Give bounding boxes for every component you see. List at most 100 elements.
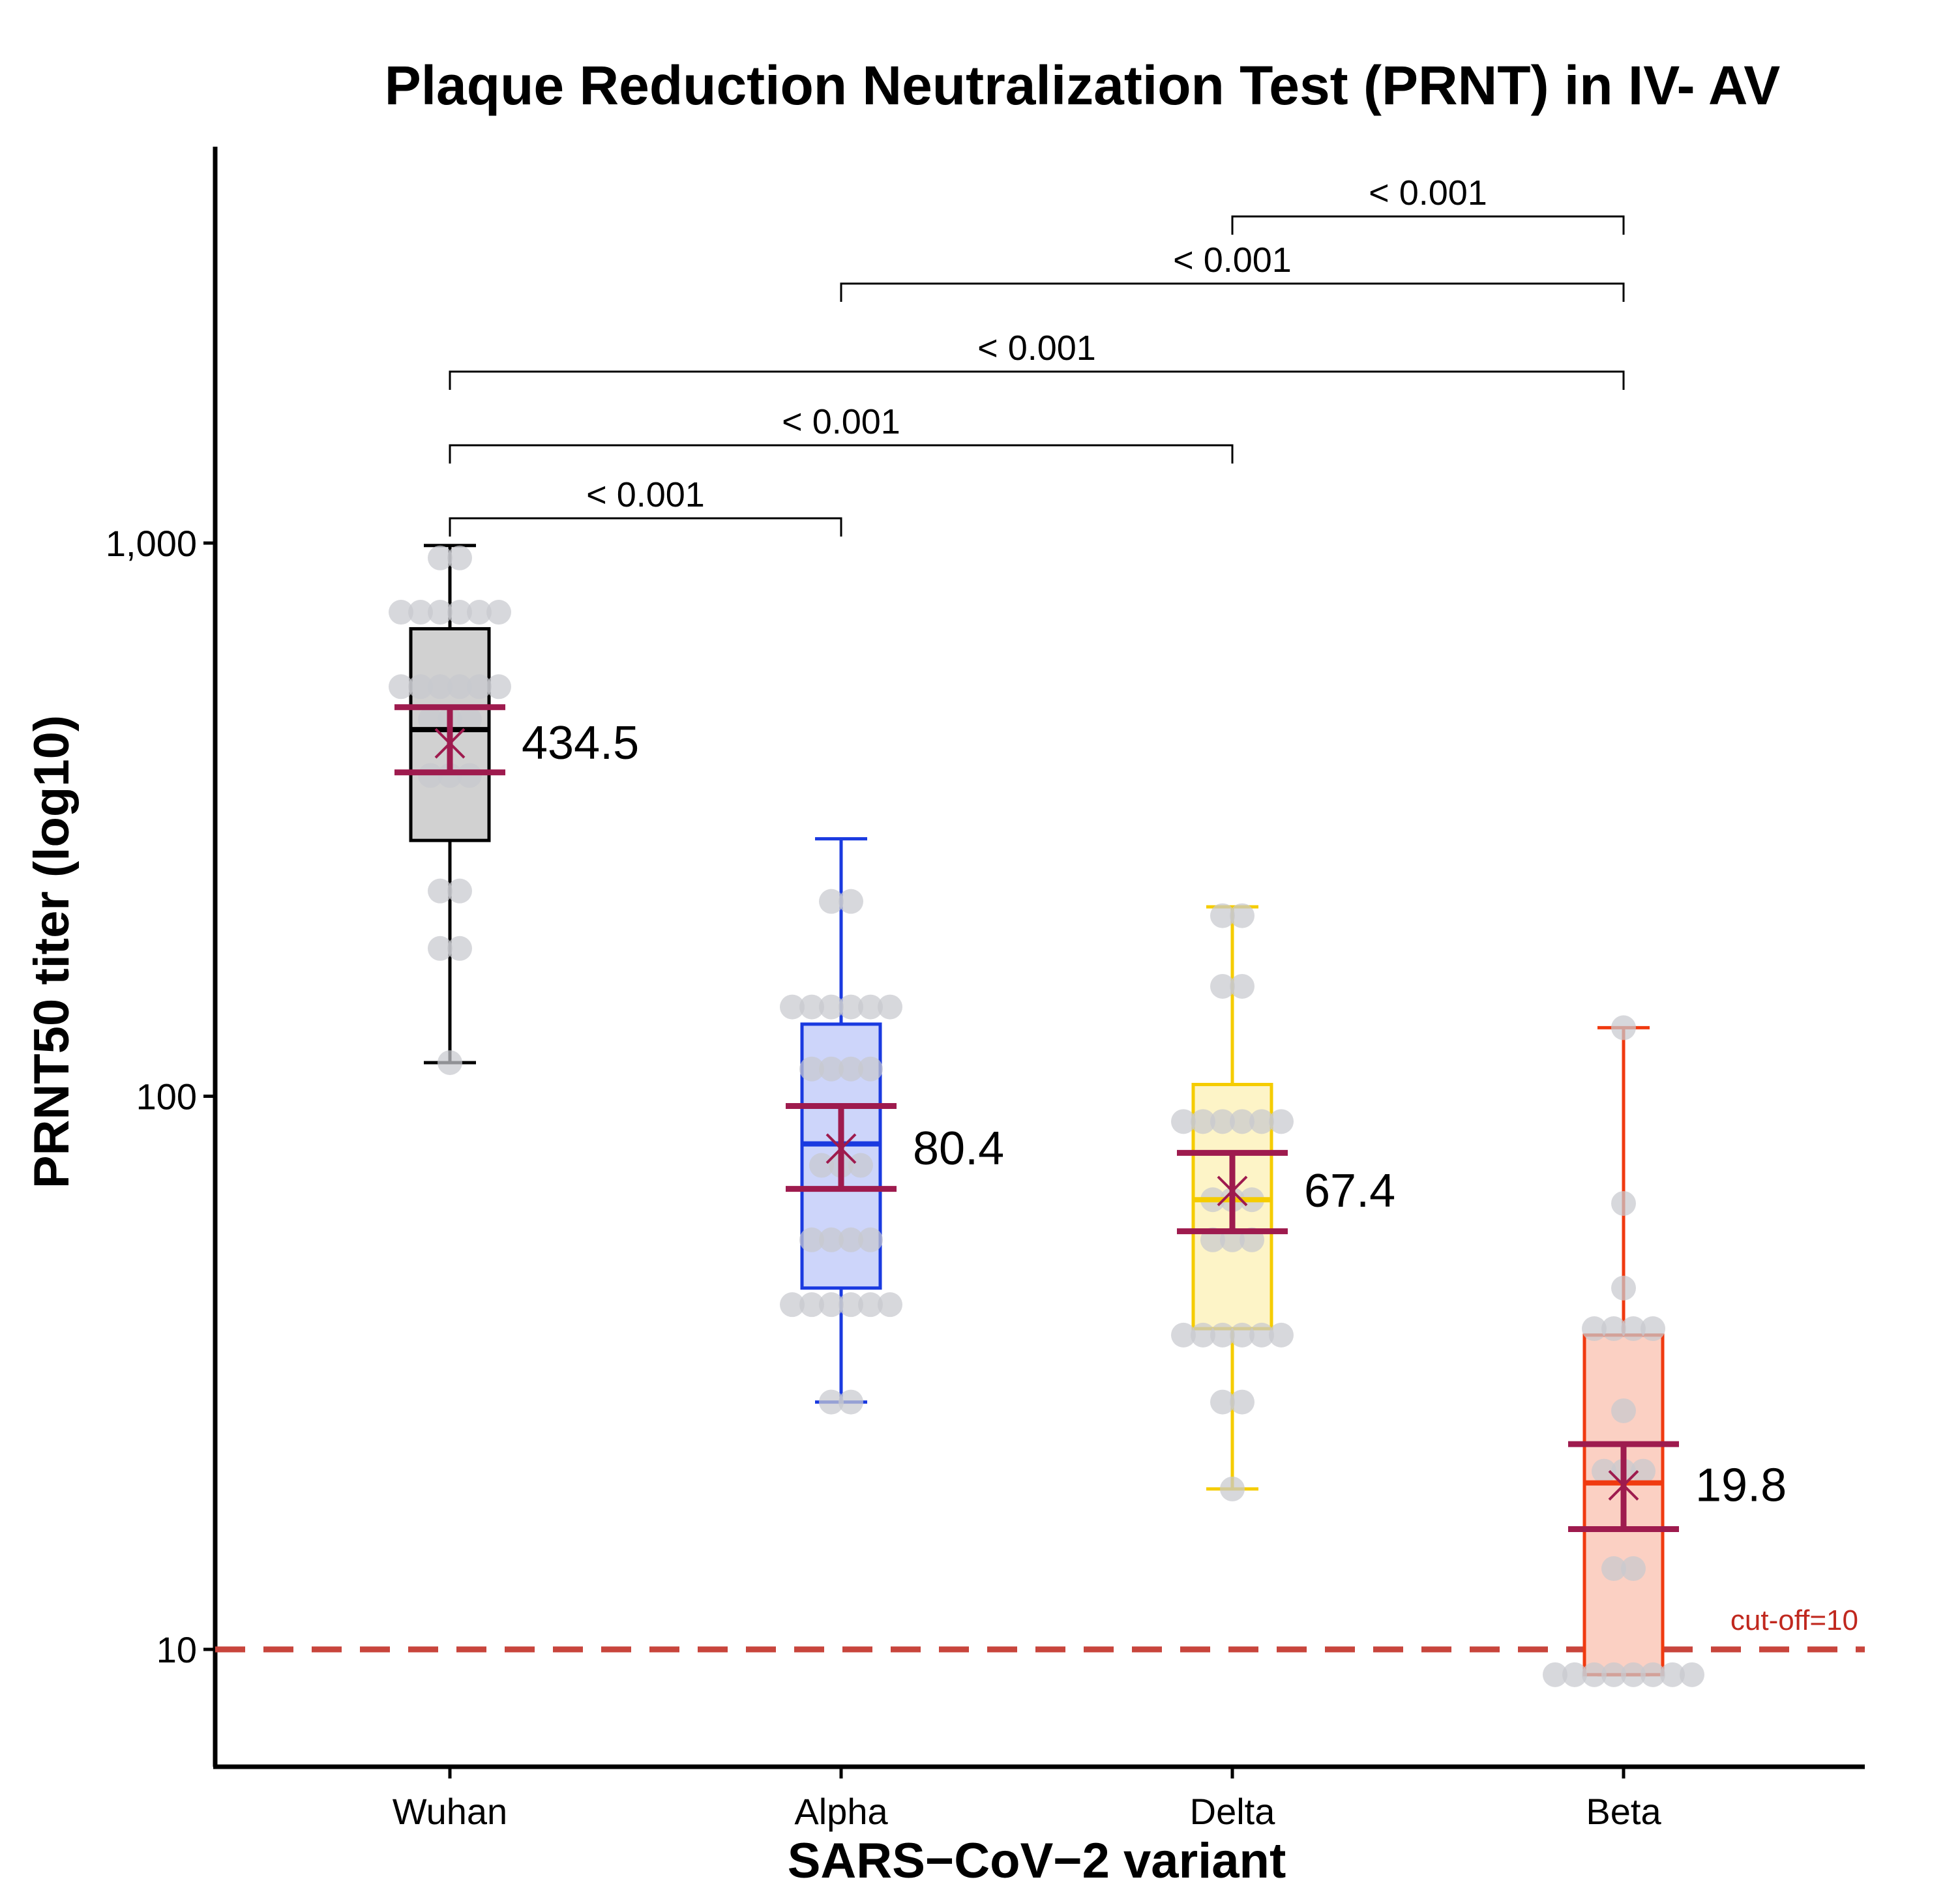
bracket-line bbox=[449, 444, 1234, 464]
data-point bbox=[1621, 1662, 1646, 1687]
data-point bbox=[408, 600, 433, 625]
data-point bbox=[839, 1292, 863, 1318]
significance-bracket: < 0.001 bbox=[449, 402, 1234, 464]
data-point bbox=[457, 707, 482, 732]
data-point bbox=[428, 936, 453, 961]
data-point bbox=[467, 600, 492, 625]
mean-value-label: 67.4 bbox=[1304, 1165, 1395, 1217]
data-point bbox=[858, 1227, 883, 1252]
data-point bbox=[418, 763, 443, 788]
data-point bbox=[1582, 1316, 1607, 1342]
plot-area: 10 100 1,000 Wuhan Alpha Delta Beta cut-off=10 4… bbox=[106, 147, 1865, 1832]
data-point bbox=[1641, 1662, 1665, 1687]
data-point bbox=[1601, 1316, 1626, 1342]
bracket-line bbox=[840, 282, 1625, 302]
box-group-wuhan: 434.5 bbox=[389, 544, 639, 1075]
data-point bbox=[878, 1292, 902, 1318]
data-point bbox=[1230, 903, 1255, 928]
y-tick-label: 1,000 bbox=[106, 523, 197, 564]
data-point bbox=[799, 1292, 824, 1318]
data-point bbox=[389, 600, 413, 625]
data-point bbox=[1191, 1109, 1215, 1134]
data-point bbox=[1210, 1109, 1235, 1134]
p-value-label: < 0.001 bbox=[586, 475, 705, 514]
data-point bbox=[1210, 903, 1235, 928]
data-point bbox=[819, 1227, 844, 1252]
data-point bbox=[858, 1292, 883, 1318]
p-value-label: < 0.001 bbox=[1369, 173, 1487, 213]
data-point bbox=[1230, 1109, 1255, 1134]
data-point bbox=[839, 994, 863, 1020]
data-point bbox=[486, 674, 511, 700]
x-tick-label: Delta bbox=[1190, 1791, 1276, 1832]
x-tick-label: Beta bbox=[1586, 1791, 1661, 1832]
data-point bbox=[858, 994, 883, 1020]
data-point bbox=[1562, 1662, 1587, 1687]
data-point bbox=[438, 763, 462, 788]
bracket-line bbox=[449, 370, 1625, 390]
data-point bbox=[467, 674, 492, 700]
data-point bbox=[1641, 1316, 1665, 1342]
mean-marker bbox=[1608, 1469, 1639, 1501]
data-point bbox=[1543, 1662, 1567, 1687]
data-point bbox=[428, 674, 453, 700]
data-point bbox=[447, 878, 472, 904]
y-axis-title: PRNT50 titer (log10) bbox=[24, 715, 80, 1188]
data-point bbox=[389, 674, 413, 700]
data-point bbox=[1680, 1662, 1704, 1687]
y-tick-label: 100 bbox=[136, 1076, 197, 1117]
box-iqr bbox=[409, 627, 491, 842]
data-point bbox=[408, 674, 433, 700]
data-point bbox=[1230, 1389, 1255, 1415]
data-point bbox=[878, 994, 902, 1020]
data-point bbox=[1171, 1322, 1196, 1348]
x-tick-label: Alpha bbox=[794, 1791, 888, 1832]
significance-bracket: < 0.001 bbox=[1231, 173, 1625, 235]
p-value-label: < 0.001 bbox=[1173, 241, 1292, 280]
data-point bbox=[1269, 1322, 1294, 1348]
data-point bbox=[447, 545, 472, 570]
box-group-beta: 19.8 bbox=[1543, 1015, 1787, 1687]
data-point bbox=[1621, 1316, 1646, 1342]
data-point bbox=[1230, 1322, 1255, 1348]
data-point bbox=[819, 1056, 844, 1082]
data-point bbox=[1621, 1556, 1646, 1582]
data-point bbox=[1210, 973, 1235, 999]
x-tick-label: Wuhan bbox=[393, 1791, 507, 1832]
data-point bbox=[799, 994, 824, 1020]
data-point bbox=[486, 600, 511, 625]
data-point bbox=[1191, 1322, 1215, 1348]
x-axis-title: SARS−CoV−2 variant bbox=[788, 1833, 1286, 1889]
p-value-label: < 0.001 bbox=[977, 329, 1096, 368]
significance-bracket: < 0.001 bbox=[840, 241, 1625, 302]
mean-marker bbox=[1217, 1175, 1248, 1207]
data-point bbox=[1611, 1015, 1636, 1040]
data-point bbox=[819, 994, 844, 1020]
data-point bbox=[839, 889, 863, 914]
mean-value-label: 434.5 bbox=[522, 717, 639, 769]
significance-bracket: < 0.001 bbox=[449, 329, 1625, 390]
data-point bbox=[1210, 1322, 1235, 1348]
mean-value-label: 80.4 bbox=[913, 1123, 1004, 1175]
data-point bbox=[819, 889, 844, 914]
data-point bbox=[1249, 1322, 1274, 1348]
y-tick-label: 10 bbox=[156, 1629, 197, 1670]
box-group-alpha: 80.4 bbox=[780, 837, 1004, 1415]
data-point bbox=[799, 1227, 824, 1252]
data-point bbox=[1611, 1398, 1636, 1423]
data-point bbox=[780, 994, 805, 1020]
significance-bracket: < 0.001 bbox=[449, 475, 842, 537]
data-point bbox=[447, 674, 472, 700]
data-point bbox=[1210, 1389, 1235, 1415]
data-point bbox=[780, 1292, 805, 1318]
data-point bbox=[848, 1153, 873, 1178]
mean-marker bbox=[825, 1133, 857, 1164]
data-point bbox=[839, 1056, 863, 1082]
data-point bbox=[1631, 1458, 1656, 1484]
data-point bbox=[1611, 1190, 1636, 1216]
chart-title: Plaque Reduction Neutralization Test (PR… bbox=[385, 55, 1781, 116]
data-point bbox=[1249, 1109, 1274, 1134]
data-point bbox=[1601, 1662, 1626, 1687]
data-point bbox=[457, 763, 482, 788]
